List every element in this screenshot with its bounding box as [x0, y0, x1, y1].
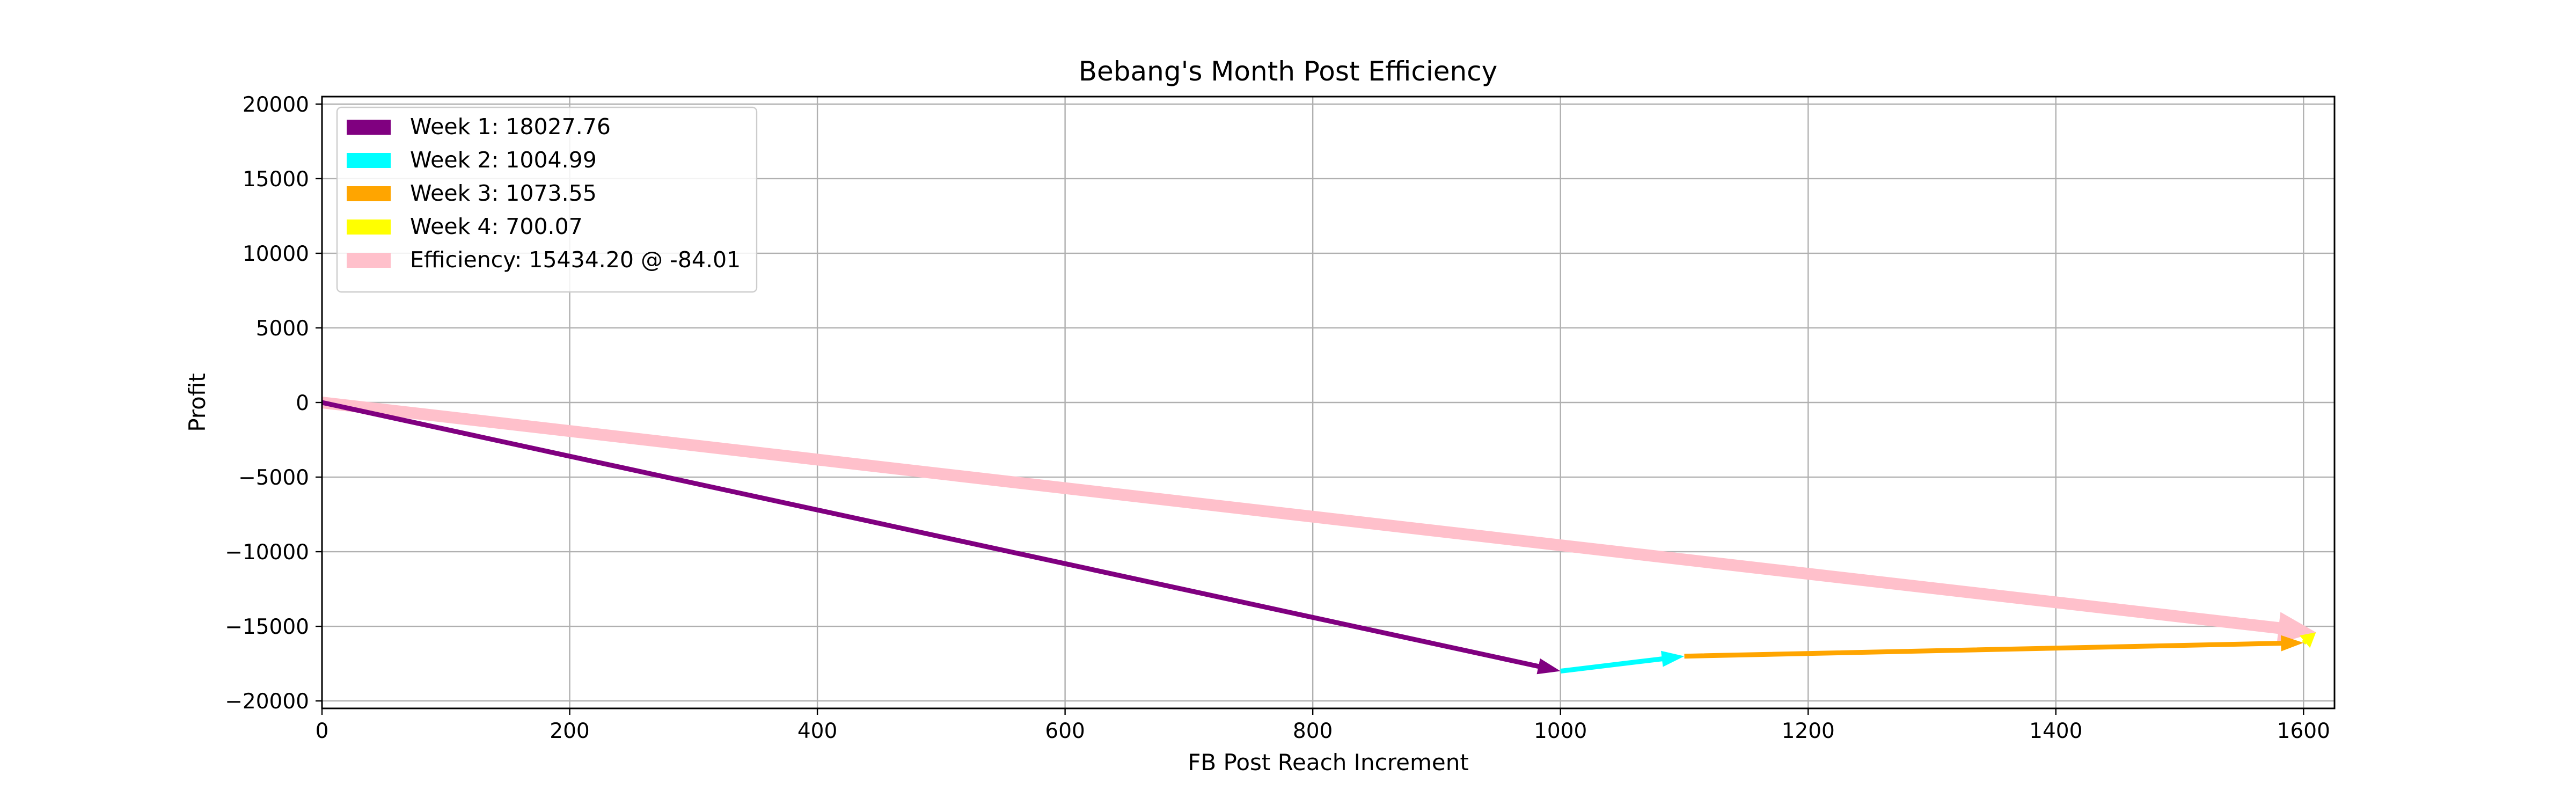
x-tick-label: 1600 [2277, 719, 2330, 743]
legend-label: Week 3: 1073.55 [410, 180, 597, 206]
x-tick-label: 1400 [2029, 719, 2082, 743]
series-arrow-5 [321, 397, 2316, 644]
axis-ticks: 0 200 400 600 800 1000 1200 1400 1600 20000 15000 1… [225, 93, 2330, 743]
series-arrow-4 [2299, 632, 2316, 648]
series-arrow-2 [1560, 650, 1685, 674]
chart-title: Bebang's Month Post Efficiency [1079, 56, 1498, 87]
series-layer [321, 397, 2316, 675]
x-tick-label: 1200 [1782, 719, 1835, 743]
grid [321, 97, 2334, 708]
y-tick-label: −10000 [225, 540, 309, 565]
legend-box [336, 106, 758, 293]
legend-label: Week 4: 700.07 [410, 214, 583, 239]
series-arrow-3 [1684, 635, 2304, 659]
x-axis-label: FB Post Reach Increment [1188, 749, 1469, 775]
y-axis-label: Profit [184, 373, 210, 432]
legend-swatch [347, 153, 391, 168]
y-tick-label: −20000 [225, 690, 309, 714]
x-tick-label: 800 [1293, 719, 1333, 743]
legend-swatch [347, 120, 391, 135]
x-tick-label: 1000 [1534, 719, 1587, 743]
y-tick-label: 10000 [243, 242, 309, 266]
x-tick-label: 200 [550, 719, 589, 743]
y-tick-label: 20000 [243, 93, 309, 117]
x-tick-label: 600 [1045, 719, 1085, 743]
y-tick-label: 5000 [256, 317, 309, 341]
legend-label: Efficiency: 15434.20 @ -84.01 [410, 247, 741, 273]
series-arrow-1 [321, 400, 1561, 675]
legend-swatch [347, 253, 391, 268]
y-tick-label: −15000 [225, 615, 309, 639]
legend-swatch [347, 186, 391, 201]
legend-label: Week 2: 1004.99 [410, 147, 597, 173]
y-tick-label: 0 [296, 391, 309, 415]
legend-label: Week 1: 18027.76 [410, 114, 611, 140]
legend-swatch [347, 219, 391, 235]
x-tick-label: 0 [316, 719, 329, 743]
x-tick-label: 400 [797, 719, 837, 743]
y-tick-label: −5000 [238, 466, 309, 490]
y-tick-label: 15000 [243, 167, 309, 192]
legend: Week 1: 18027.76 Week 2: 1004.99 Week 3: 1… [336, 106, 758, 293]
